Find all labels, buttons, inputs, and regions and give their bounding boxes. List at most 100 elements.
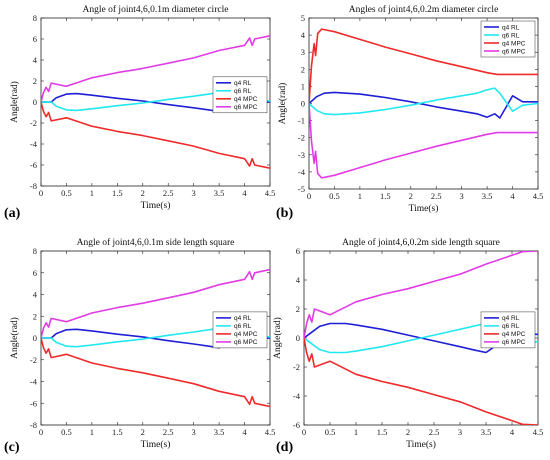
- legend-entry: q6 RL: [234, 323, 252, 330]
- y-tick-label: -2: [30, 355, 37, 365]
- x-tick-label: 1: [90, 188, 94, 198]
- chart-title: Angles of joint4,6,0.2m diameter circle: [349, 4, 499, 15]
- y-tick-label: -4: [298, 167, 306, 177]
- y-axis-label: Angle(rad): [272, 317, 283, 359]
- x-tick-label: 3.5: [482, 191, 493, 201]
- y-tick-label: 3: [301, 47, 305, 57]
- x-tick-label: 2.5: [163, 188, 174, 198]
- x-tick-label: 1.5: [377, 427, 388, 437]
- series-line-q6-mpc: [309, 103, 538, 179]
- y-tick-label: 6: [296, 246, 300, 256]
- y-tick-label: 0: [33, 333, 37, 343]
- x-axis-label: Time(s): [406, 439, 436, 450]
- x-tick-label: 4: [510, 427, 515, 437]
- x-tick-label: 0: [39, 188, 43, 198]
- x-tick-label: 0.5: [325, 427, 336, 437]
- y-tick-label: -2: [293, 362, 300, 372]
- legend-entry: q4 MPC: [502, 40, 526, 47]
- series-line-q6-mpc: [41, 35, 270, 103]
- y-tick-label: 8: [33, 13, 37, 23]
- y-axis-label: Angle(rad): [9, 81, 20, 123]
- x-tick-label: 4.5: [265, 188, 276, 198]
- x-tick-label: 3: [458, 427, 462, 437]
- legend-entry: q4 MPC: [502, 331, 526, 338]
- x-tick-label: 3.5: [214, 188, 225, 198]
- x-tick-label: 1: [358, 191, 362, 201]
- x-tick-label: 1: [354, 427, 358, 437]
- series-line-q4-mpc: [309, 28, 538, 104]
- x-axis-label: Time(s): [141, 439, 171, 450]
- panel-label: (c): [4, 440, 20, 455]
- legend-entry: q6 MPC: [234, 104, 258, 111]
- x-tick-label: 2: [141, 188, 145, 198]
- x-tick-label: 1.5: [380, 191, 391, 201]
- x-tick-label: 3.5: [214, 427, 225, 437]
- panel-label: (a): [4, 206, 21, 221]
- x-tick-label: 0: [39, 427, 43, 437]
- y-tick-label: 6: [33, 34, 37, 44]
- y-tick-label: 4: [33, 290, 38, 300]
- chart-title: Angle of joint4,6,0.1m side length squar…: [77, 237, 235, 248]
- x-tick-label: 2: [141, 427, 145, 437]
- y-axis-label: Angle(rad): [9, 317, 20, 359]
- y-tick-label: 4: [301, 30, 306, 40]
- y-tick-label: -2: [298, 133, 305, 143]
- chart-panel: Angle of joint4,6,0.2m side length squar…: [272, 237, 543, 450]
- x-tick-label: 4.5: [533, 191, 544, 201]
- series-line-q4-rl: [309, 91, 538, 119]
- x-tick-label: 2.5: [163, 427, 174, 437]
- series-line-q6-mpc: [304, 251, 538, 339]
- y-tick-label: -8: [30, 181, 37, 191]
- x-tick-label: 4: [510, 191, 515, 201]
- legend-entry: q6 MPC: [502, 339, 526, 346]
- x-tick-label: 3: [460, 191, 464, 201]
- series-line-q4-mpc: [41, 337, 270, 408]
- y-tick-label: -4: [293, 391, 301, 401]
- y-tick-label: -6: [30, 398, 37, 408]
- chart-title: Angle of joint4,6,0.1m diameter circle: [83, 4, 229, 15]
- legend-entry: q6 MPC: [502, 48, 526, 55]
- x-tick-label: 0.5: [61, 188, 72, 198]
- y-tick-label: -2: [30, 118, 37, 128]
- y-tick-label: 0: [33, 97, 37, 107]
- legend-entry: q4 RL: [502, 24, 520, 31]
- x-tick-label: 4: [242, 427, 247, 437]
- x-tick-label: 2: [409, 191, 413, 201]
- x-tick-label: 4.5: [265, 427, 276, 437]
- y-tick-label: 2: [301, 64, 305, 74]
- legend-entry: q6 MPC: [234, 339, 258, 346]
- series-line-q6-rl: [309, 87, 538, 116]
- x-tick-label: 3: [192, 188, 196, 198]
- panel-label: (d): [276, 440, 293, 455]
- legend-entry: q6 RL: [502, 32, 520, 39]
- y-tick-label: 4: [33, 55, 38, 65]
- x-tick-label: 1.5: [112, 188, 123, 198]
- x-tick-label: 0: [307, 191, 311, 201]
- y-tick-label: 0: [301, 99, 305, 109]
- y-tick-label: 4: [296, 275, 301, 285]
- chart-panel: Angle of joint4,6,0.1m diameter circle 0 0…: [9, 4, 275, 211]
- x-tick-label: 0: [302, 427, 306, 437]
- chart-panel: Angle of joint4,6,0.1m side length squar…: [9, 237, 275, 450]
- x-tick-label: 0.5: [61, 427, 72, 437]
- y-tick-label: 5: [301, 13, 305, 23]
- x-tick-label: 1: [90, 427, 94, 437]
- legend-entry: q4 RL: [502, 315, 520, 322]
- y-tick-label: -6: [293, 420, 300, 430]
- x-tick-label: 4.5: [533, 427, 544, 437]
- legend-entry: q6 RL: [502, 323, 520, 330]
- x-tick-label: 2: [406, 427, 410, 437]
- legend-entry: q4 MPC: [234, 96, 258, 103]
- y-tick-label: -5: [298, 184, 305, 194]
- chart-panel: Angles of joint4,6,0.2m diameter circle 0…: [277, 4, 543, 214]
- legend-entry: q4 MPC: [234, 331, 258, 338]
- x-tick-label: 3.5: [481, 427, 492, 437]
- y-tick-label: -4: [30, 377, 38, 387]
- y-tick-label: 8: [33, 246, 37, 256]
- legend-entry: q6 RL: [234, 88, 252, 95]
- x-tick-label: 2.5: [431, 191, 442, 201]
